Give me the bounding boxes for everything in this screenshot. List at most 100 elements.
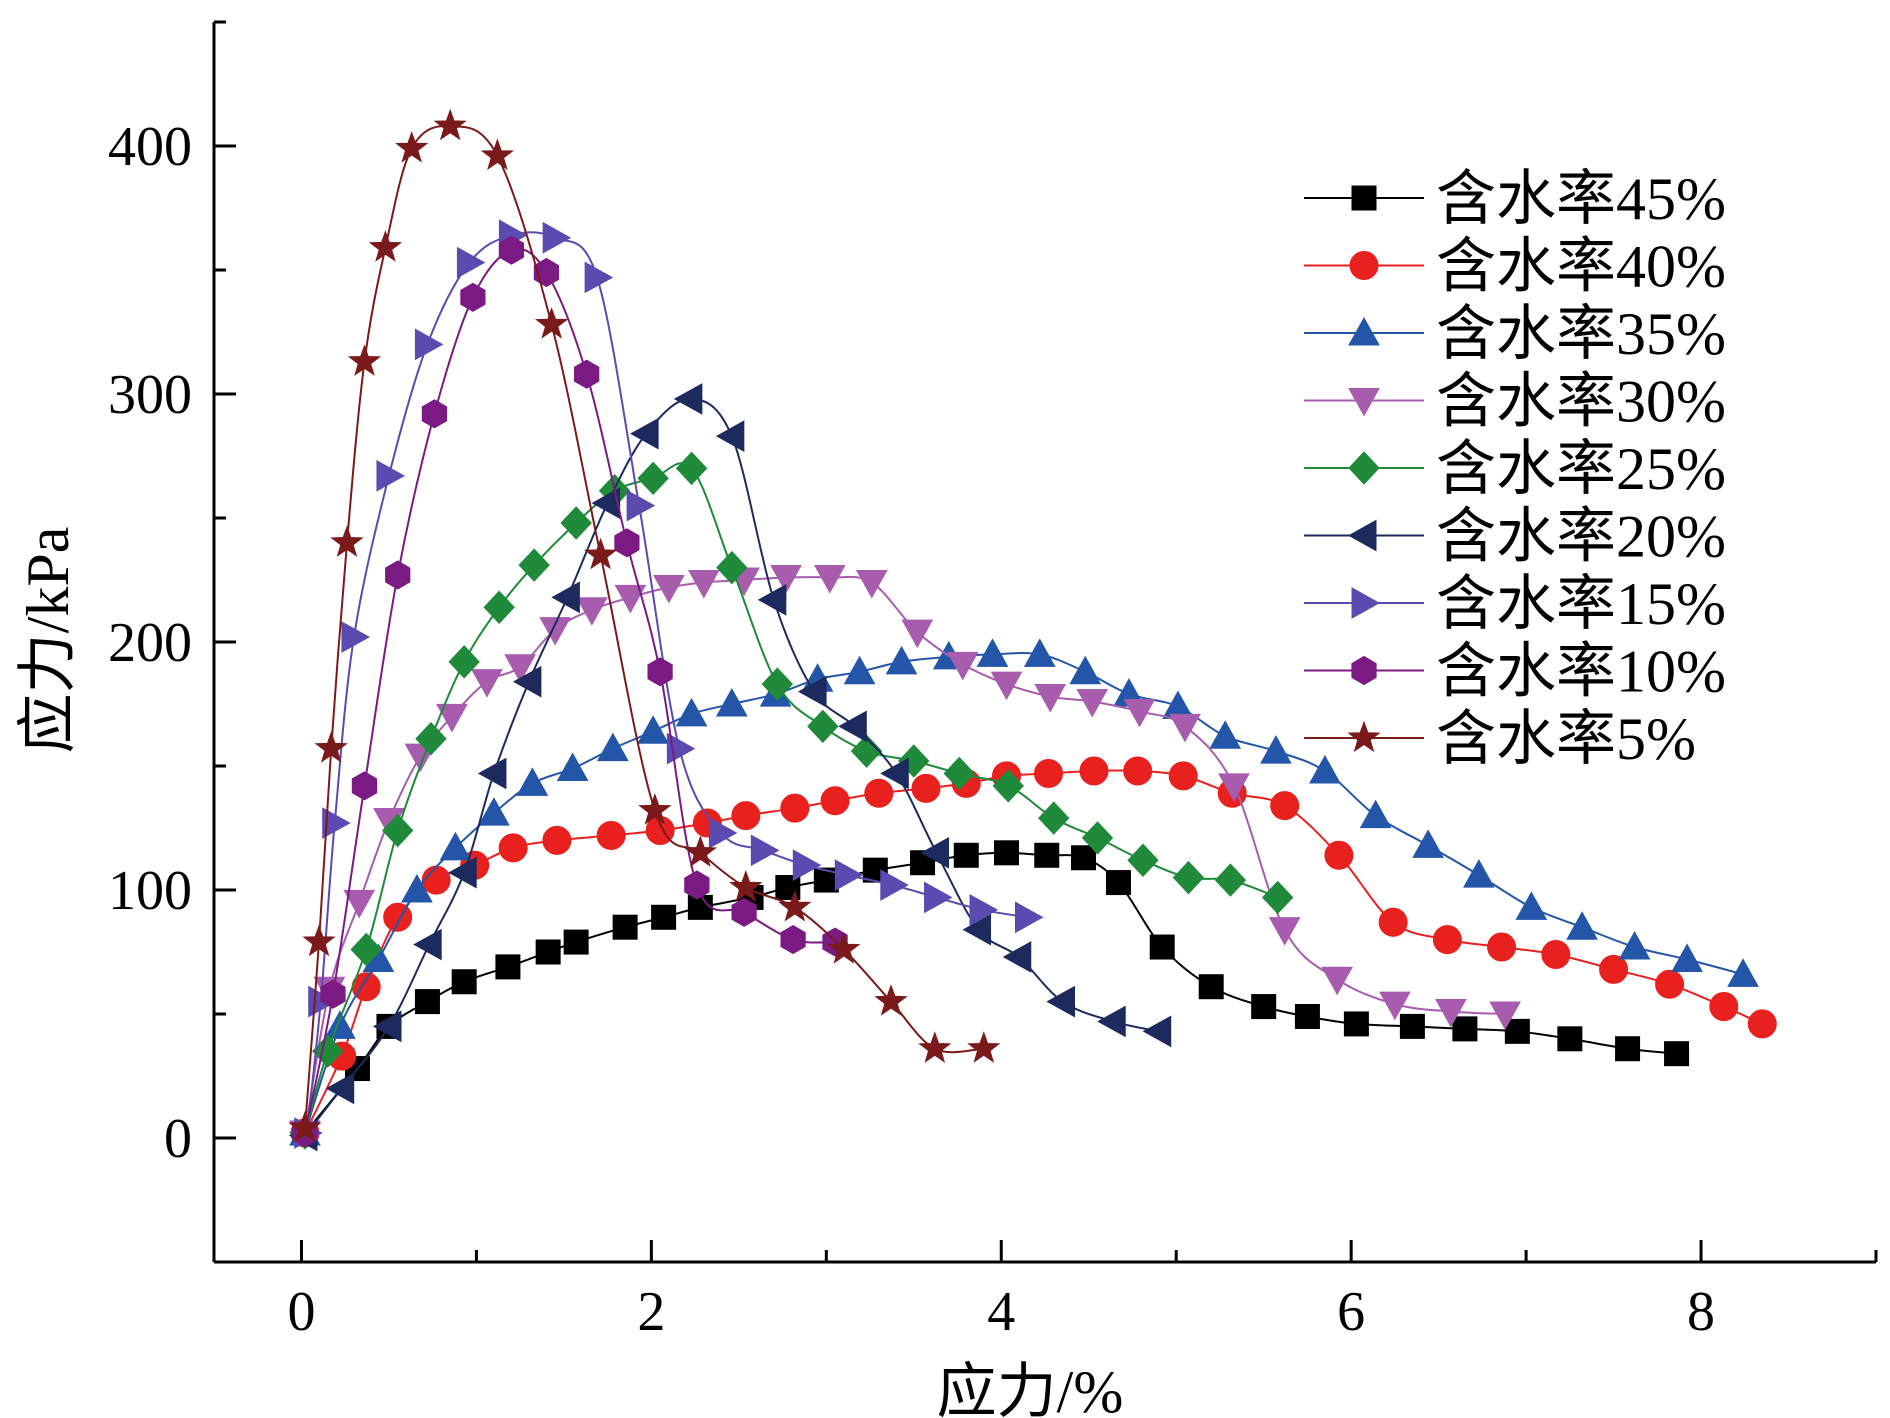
data-point: [838, 710, 867, 743]
data-point: [612, 914, 638, 940]
legend-label: 含水率30%: [1436, 369, 1726, 435]
data-point: [1321, 966, 1354, 996]
data-point: [630, 417, 659, 450]
data-point: [1002, 941, 1032, 973]
data-point: [1541, 939, 1571, 969]
data-point: [498, 235, 524, 265]
data-point: [1198, 974, 1224, 1000]
data-point: [1664, 1041, 1690, 1067]
data-point: [385, 560, 411, 590]
data-point: [1076, 689, 1109, 718]
series-7: [292, 235, 848, 1148]
data-point: [518, 548, 550, 582]
data-point: [1079, 756, 1109, 786]
data-point: [341, 621, 370, 653]
data-point: [551, 581, 580, 614]
data-point: [920, 836, 950, 869]
data-point: [684, 870, 710, 900]
legend-label: 含水率5%: [1436, 706, 1696, 772]
data-point: [414, 328, 444, 361]
legend-label: 含水率15%: [1436, 571, 1726, 637]
data-point: [512, 665, 542, 698]
data-point: [1294, 1003, 1320, 1029]
data-point: [448, 856, 477, 889]
data-point: [651, 904, 677, 930]
data-point: [843, 655, 876, 685]
data-point: [1671, 943, 1703, 972]
data-point: [1504, 1018, 1530, 1044]
data-point: [750, 834, 780, 867]
data-point: [1070, 845, 1096, 871]
data-point: [834, 859, 864, 891]
data-point: [855, 569, 888, 599]
data-point: [1309, 754, 1341, 784]
data-point: [850, 734, 883, 768]
data-point: [542, 825, 572, 855]
legend: 含水率45%含水率40%含水率35%含水率30%含水率25%含水率20%含水率1…: [1304, 166, 1726, 772]
x-tick-label: 0: [287, 1281, 315, 1343]
legend-marker: [1351, 587, 1381, 619]
data-point: [675, 451, 708, 486]
y-tick-label: 300: [108, 364, 192, 426]
data-point: [383, 902, 413, 932]
series-line: [304, 462, 1279, 1134]
data-point: [1023, 638, 1056, 667]
series-line: [304, 397, 1159, 1137]
data-point: [421, 399, 448, 429]
data-point: [864, 778, 894, 808]
data-point: [1599, 954, 1629, 984]
data-point: [433, 108, 467, 141]
legend-item: 含水率30%: [1304, 369, 1726, 435]
data-point: [990, 671, 1023, 701]
data-point: [673, 383, 703, 415]
legend-marker: [1348, 388, 1380, 417]
data-point: [535, 939, 561, 965]
data-point: [792, 849, 822, 882]
data-point: [1399, 1013, 1425, 1039]
data-point: [516, 767, 549, 796]
data-point: [1727, 958, 1759, 987]
data-point: [807, 709, 839, 744]
data-point: [880, 869, 909, 901]
data-point: [1324, 840, 1354, 870]
data-point: [591, 487, 621, 519]
x-tick-label: 6: [1337, 1281, 1365, 1343]
data-point: [647, 657, 673, 687]
data-point: [1557, 1026, 1583, 1052]
data-point: [675, 697, 708, 727]
data-point: [584, 261, 614, 294]
data-point: [967, 1031, 1001, 1063]
data-point: [687, 894, 713, 920]
data-point: [414, 989, 440, 1015]
data-point: [918, 1031, 952, 1063]
data-point: [347, 344, 382, 376]
data-point: [953, 842, 979, 868]
data-point: [780, 925, 806, 955]
data-point: [343, 889, 376, 919]
legend-item: 含水率10%: [1304, 639, 1726, 705]
data-point: [1015, 901, 1044, 934]
data-point: [395, 131, 429, 163]
data-point: [1169, 713, 1201, 743]
data-point: [288, 1110, 322, 1143]
data-point: [534, 307, 569, 339]
data-point: [924, 881, 953, 914]
data-point: [376, 459, 405, 492]
data-point: [330, 525, 364, 557]
data-point: [1097, 1005, 1126, 1038]
data-point: [614, 584, 647, 614]
data-point: [597, 732, 629, 762]
data-point: [495, 954, 521, 980]
data-point: [504, 654, 537, 683]
series-line: [304, 851, 1677, 1134]
legend-marker: [1348, 316, 1380, 346]
data-point: [368, 230, 403, 262]
data-point: [1359, 799, 1392, 829]
data-point: [1142, 1015, 1172, 1048]
y-tick-label: 200: [108, 612, 192, 674]
data-point: [1709, 992, 1739, 1022]
data-point: [1655, 969, 1685, 999]
data-point: [560, 506, 592, 540]
data-point: [574, 359, 600, 389]
